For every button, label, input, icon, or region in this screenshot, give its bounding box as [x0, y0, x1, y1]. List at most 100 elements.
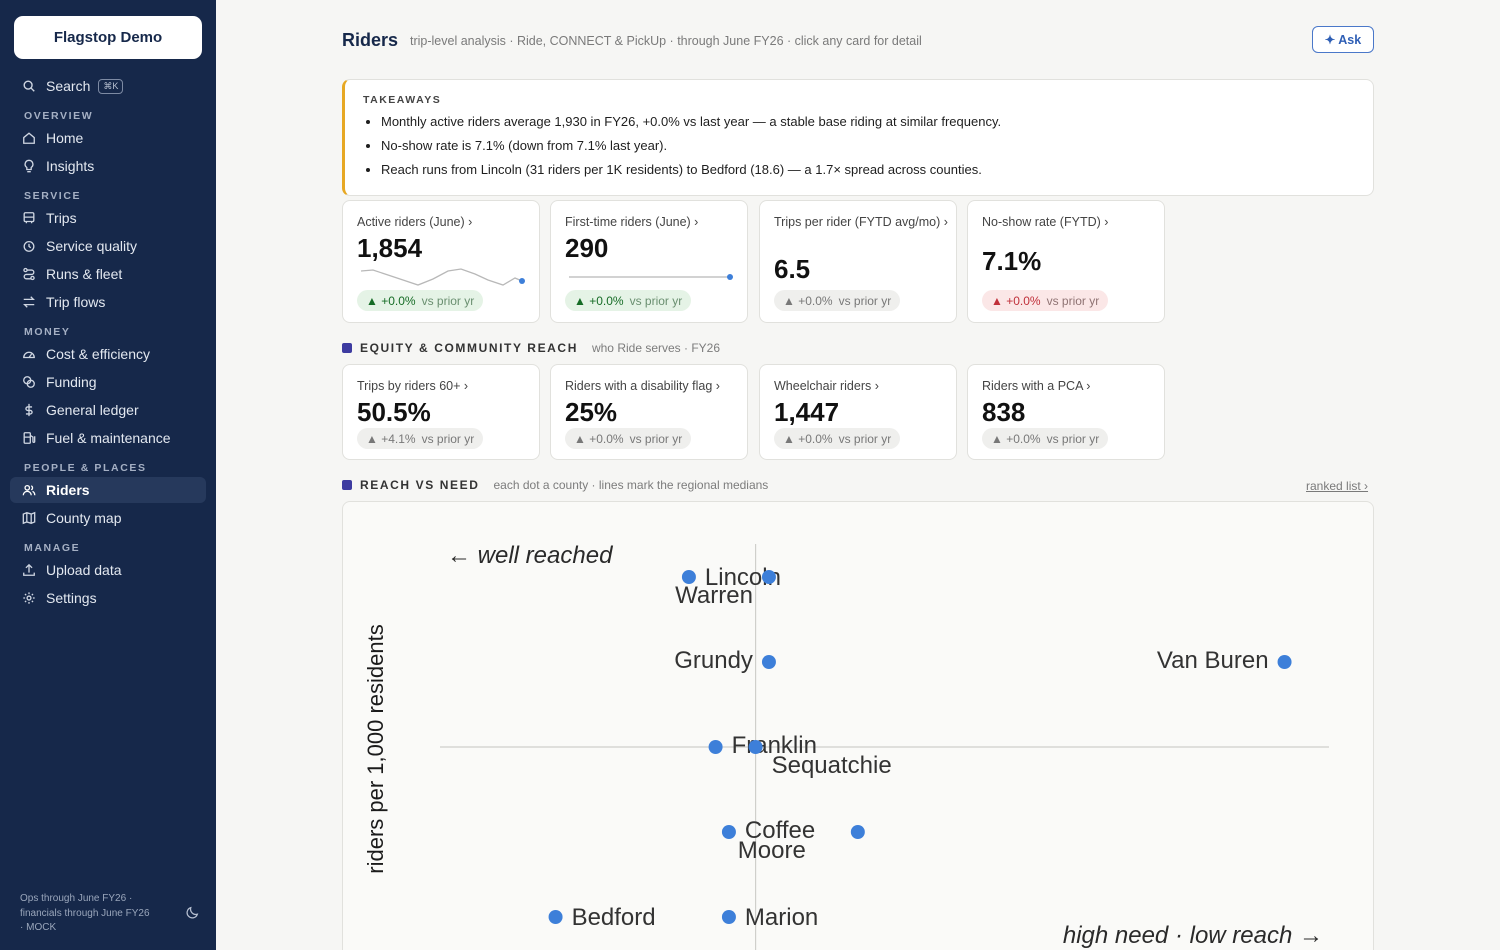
delta-vs: vs prior yr — [421, 431, 475, 446]
sidebar-item-service-quality[interactable]: Service quality — [10, 233, 206, 259]
sidebar-item-fuel-maintenance[interactable]: Fuel & maintenance — [10, 425, 206, 451]
kpi-delta-badge: ▲ +0.0% vs prior yr — [357, 290, 484, 311]
search-label: Search — [46, 78, 91, 94]
section-service: SERVICE — [24, 190, 82, 202]
delta-vs: vs prior yr — [838, 431, 892, 446]
sidebar-item-label: Upload data — [46, 562, 122, 578]
sidebar-item-label: Insights — [46, 158, 95, 174]
data-point — [708, 740, 723, 754]
equity-card-riders-60-plus[interactable]: Trips by riders 60+ › 50.5% ▲ +4.1% vs pr… — [342, 364, 540, 460]
fuel-pump-icon — [23, 432, 36, 444]
delta-vs: vs prior yr — [1046, 431, 1100, 446]
kpi-label: Wheelchair riders › — [774, 379, 879, 393]
section-marker — [342, 480, 352, 490]
delta-value: ▲ +0.0% — [991, 431, 1041, 446]
sidebar-item-county-map[interactable]: County map — [10, 505, 206, 531]
sidebar-item-home[interactable]: Home — [10, 125, 206, 151]
sidebar-item-cost-efficiency[interactable]: Cost & efficiency — [10, 341, 206, 367]
kpi-value: 7.1% — [982, 246, 1042, 276]
sidebar-item-label: Cost & efficiency — [46, 346, 151, 362]
data-point — [681, 570, 696, 584]
sparkline-first-time-riders — [569, 274, 733, 280]
map-icon — [22, 511, 36, 525]
kpi-delta-badge: ▲ +4.1% vs prior yr — [357, 428, 484, 449]
data-point — [748, 740, 763, 754]
sidebar-item-label: Fuel & maintenance — [46, 430, 171, 446]
equity-section-header: EQUITY & COMMUNITY REACH who Ride serves… — [342, 341, 720, 355]
scatter-plot: riders per 1,000 residents ← well reached… — [363, 542, 1329, 950]
takeaway-item: Reach runs from Lincoln (31 riders per 1… — [381, 161, 1001, 185]
kpi-delta-badge: ▲ +0.0% vs prior yr — [565, 428, 692, 449]
section-people-places: PEOPLE & PLACES — [24, 462, 147, 474]
point-label: Marion — [745, 904, 818, 931]
section-subtitle: each dot a county · lines mark the regio… — [493, 478, 769, 492]
sidebar-item-riders[interactable]: Riders — [10, 477, 206, 503]
kpi-delta-badge: ▲ +0.0% vs prior yr — [774, 290, 901, 311]
delta-value: ▲ +0.0% — [574, 431, 624, 446]
equity-card-disability-flag[interactable]: Riders with a disability flag › 25% ▲ +0… — [550, 364, 748, 460]
delta-value: ▲ +0.0% — [991, 293, 1041, 308]
search-button[interactable]: Search ⌘K — [10, 73, 206, 99]
takeaways-list: Monthly active riders average 1,930 in F… — [381, 113, 1001, 185]
sidebar-item-settings[interactable]: Settings — [10, 585, 206, 611]
takeaway-item: No-show rate is 7.1% (down from 7.1% las… — [381, 137, 1001, 161]
point-label: Grundy — [674, 647, 753, 674]
data-freshness-note: Ops through June FY26 · financials throu… — [20, 892, 180, 936]
page-title: Riders — [342, 30, 399, 50]
sidebar-item-trip-flows[interactable]: Trip flows — [10, 289, 206, 315]
kpi-delta-badge: ▲ +0.0% vs prior yr — [774, 428, 901, 449]
section-money: MONEY — [24, 326, 71, 338]
sidebar-item-upload-data[interactable]: Upload data — [10, 557, 206, 583]
delta-vs: vs prior yr — [629, 431, 683, 446]
ask-button[interactable]: ✦ Ask — [1312, 26, 1374, 53]
delta-vs: vs prior yr — [838, 293, 892, 308]
sidebar-item-funding[interactable]: Funding — [10, 369, 206, 395]
sidebar-item-insights[interactable]: Insights — [10, 153, 206, 179]
kpi-value: 6.5 — [774, 254, 811, 284]
delta-vs: vs prior yr — [1046, 293, 1100, 308]
moon-icon[interactable] — [186, 905, 200, 919]
users-icon — [22, 484, 36, 496]
sidebar: Flagstop Demo Search ⌘K OVERVIEW Home In… — [0, 0, 216, 950]
sidebar-item-label: Riders — [46, 482, 90, 498]
data-point — [1277, 655, 1292, 669]
sidebar-item-trips[interactable]: Trips — [10, 205, 206, 231]
section-overview: OVERVIEW — [24, 110, 94, 122]
sidebar-item-general-ledger[interactable]: General ledger — [10, 397, 206, 423]
kpi-card-active-riders[interactable]: Active riders (June) › 1,854 ▲ +0.0% vs p… — [342, 200, 540, 323]
kpi-label: Trips per rider (FYTD avg/mo) › — [774, 215, 948, 229]
data-point — [850, 825, 865, 839]
kpi-card-no-show-rate[interactable]: No-show rate (FYTD) › 7.1% ▲ +0.0% vs pri… — [967, 200, 1165, 323]
sidebar-item-label: County map — [46, 510, 122, 526]
dollar-icon — [25, 403, 33, 417]
equity-card-pca-riders[interactable]: Riders with a PCA › 838 ▲ +0.0% vs prior … — [967, 364, 1165, 460]
data-point — [548, 910, 563, 924]
point-label: Sequatchie — [772, 752, 892, 779]
section-marker — [342, 343, 352, 353]
sidebar-item-runs-fleet[interactable]: Runs & fleet — [10, 261, 206, 287]
kpi-delta-badge: ▲ +0.0% vs prior yr — [982, 428, 1109, 449]
takeaway-item: Monthly active riders average 1,930 in F… — [381, 113, 1001, 137]
equity-card-wheelchair-riders[interactable]: Wheelchair riders › 1,447 ▲ +0.0% vs prio… — [759, 364, 957, 460]
delta-vs: vs prior yr — [421, 293, 475, 308]
upload-icon — [23, 563, 35, 576]
kpi-card-trips-per-rider[interactable]: Trips per rider (FYTD avg/mo) › 6.5 ▲ +0… — [759, 200, 957, 323]
point-label: Bedford — [572, 904, 656, 931]
sparkline-active-riders — [360, 268, 525, 286]
footer-line: · MOCK — [20, 922, 57, 933]
kpi-label: First-time riders (June) › — [565, 215, 699, 229]
brand-button[interactable]: Flagstop Demo — [14, 16, 202, 59]
coins-icon — [23, 376, 35, 388]
section-title: EQUITY & COMMUNITY REACH — [360, 341, 578, 355]
section-manage: MANAGE — [24, 542, 81, 554]
kpi-card-first-time-riders[interactable]: First-time riders (June) › 290 ▲ +0.0% vs… — [550, 200, 748, 323]
kpi-delta-badge: ▲ +0.0% vs prior yr — [565, 290, 692, 311]
point-label: Franklin — [732, 732, 817, 759]
ranked-list-link[interactable]: ranked list › — [1306, 479, 1369, 493]
gear-icon — [23, 592, 35, 604]
sidebar-item-label: Home — [46, 130, 84, 146]
point-label: Van Buren — [1157, 647, 1269, 674]
delta-value: ▲ +0.0% — [783, 293, 833, 308]
kpi-delta-badge: ▲ +0.0% vs prior yr — [982, 290, 1109, 311]
kpi-label: Trips by riders 60+ › — [357, 379, 469, 393]
